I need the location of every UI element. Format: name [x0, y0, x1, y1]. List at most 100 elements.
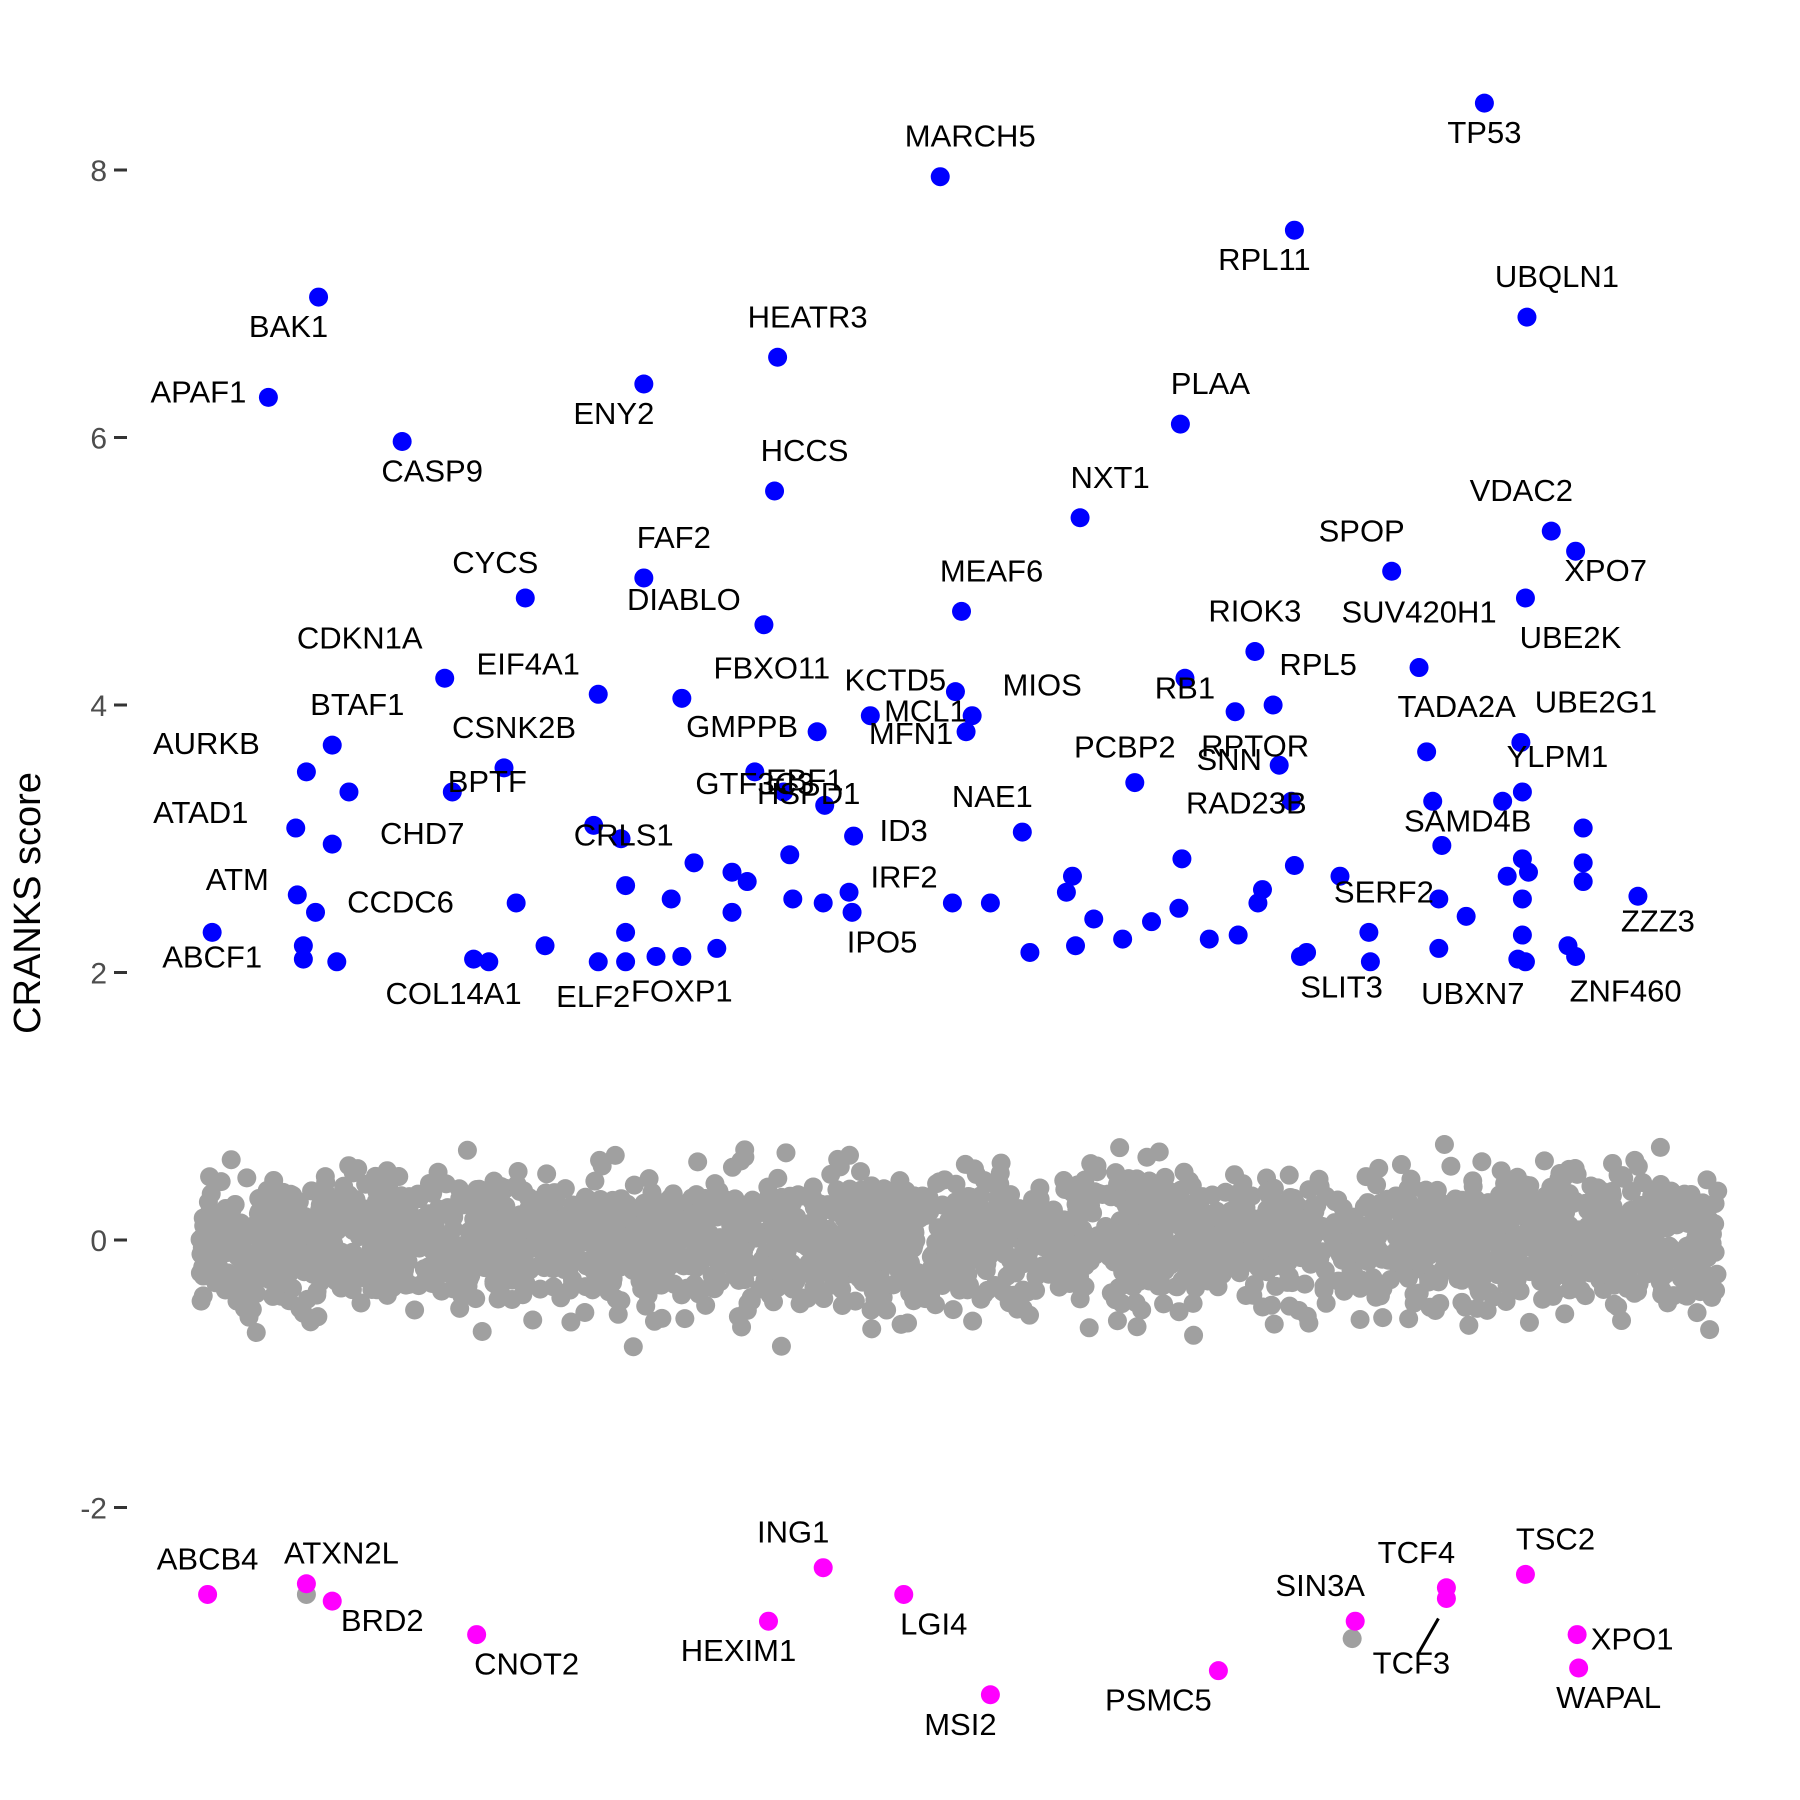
gene-label-hccs: HCCS — [761, 433, 849, 468]
gene-point — [1573, 818, 1593, 838]
gene-point-csnk2b — [494, 758, 514, 778]
background-point — [1087, 1156, 1107, 1176]
gene-point-wapal — [1569, 1658, 1589, 1678]
gene-point-vdac2 — [1541, 521, 1561, 541]
gene-point-psmc5 — [1208, 1661, 1228, 1681]
background-point — [316, 1172, 336, 1192]
background-point — [1349, 1243, 1369, 1263]
background-point — [1452, 1292, 1472, 1312]
gene-point — [1252, 880, 1272, 900]
background-point — [1490, 1242, 1510, 1262]
background-point — [688, 1152, 708, 1172]
background-point — [484, 1171, 504, 1191]
background-point — [1398, 1268, 1418, 1288]
background-point — [862, 1319, 882, 1339]
background-point — [326, 1271, 346, 1291]
background-point — [874, 1204, 894, 1224]
gene-point-ebf1 — [815, 795, 835, 815]
background-point — [234, 1298, 254, 1318]
gene-label-mios: MIOS — [1003, 668, 1082, 703]
gene-label-psmc5: PSMC5 — [1105, 1683, 1212, 1718]
background-point — [1212, 1264, 1232, 1284]
gene-label-lgi4: LGI4 — [900, 1606, 967, 1641]
gene-point-xpo7 — [1566, 541, 1586, 561]
gene-point — [1062, 866, 1082, 886]
background-point — [405, 1300, 425, 1320]
background-point — [449, 1236, 469, 1256]
background-point — [1425, 1300, 1445, 1320]
gene-point-ube2g1 — [1511, 732, 1531, 752]
background-point — [361, 1243, 381, 1263]
gene-label-kctd5: KCTD5 — [844, 663, 946, 698]
gene-point-ube2k — [1515, 588, 1535, 608]
background-point — [237, 1168, 257, 1188]
background-point — [1624, 1283, 1644, 1303]
background-point — [768, 1168, 788, 1188]
gene-point-lgi4 — [894, 1584, 914, 1604]
gene-point — [813, 893, 833, 913]
gene-point-id3 — [844, 826, 864, 846]
background-point — [605, 1145, 625, 1165]
gene-point — [293, 949, 313, 969]
background-point — [1125, 1184, 1145, 1204]
background-point — [1516, 1175, 1536, 1195]
gene-point-snn — [1269, 755, 1289, 775]
background-point — [1683, 1233, 1703, 1253]
label-leader-line — [1417, 1617, 1440, 1655]
gene-point — [737, 872, 757, 892]
background-point — [1567, 1256, 1587, 1276]
background-point — [428, 1162, 448, 1182]
background-point — [1133, 1223, 1153, 1243]
background-point — [1216, 1182, 1236, 1202]
background-point — [1358, 1193, 1378, 1213]
gene-point — [1169, 898, 1189, 918]
gene-point — [661, 889, 681, 909]
background-point — [722, 1192, 742, 1212]
background-point — [946, 1174, 966, 1194]
gene-label-faf2: FAF2 — [637, 520, 711, 555]
gene-label-atxn2l: ATXN2L — [284, 1536, 399, 1571]
gene-point-abcf1 — [202, 922, 222, 942]
gene-label-cnot2: CNOT2 — [474, 1647, 579, 1682]
gene-point — [327, 952, 347, 972]
gene-point-nxt1 — [1070, 508, 1090, 528]
background-point — [1022, 1235, 1042, 1255]
background-point — [532, 1235, 552, 1255]
gene-point — [1113, 929, 1133, 949]
gene-point-hexim1 — [758, 1611, 778, 1631]
background-point — [786, 1271, 806, 1291]
background-point — [458, 1276, 478, 1296]
background-point — [1584, 1244, 1604, 1264]
gene-point-tsc2 — [1515, 1564, 1535, 1584]
gene-label-slit3: SLIT3 — [1300, 969, 1383, 1004]
background-point — [1661, 1238, 1681, 1258]
background-point — [917, 1281, 937, 1301]
background-point — [753, 1254, 773, 1274]
background-point — [1328, 1226, 1348, 1246]
gene-point — [616, 952, 636, 972]
background-point — [994, 1209, 1014, 1229]
gene-label-vdac2: VDAC2 — [1470, 473, 1573, 508]
background-point — [1675, 1184, 1695, 1204]
gene-label-fbxo11: FBXO11 — [714, 650, 831, 685]
background-point — [1181, 1194, 1201, 1214]
background-point — [1236, 1191, 1256, 1211]
background-point — [1429, 1270, 1449, 1290]
background-point — [1588, 1178, 1608, 1198]
gene-label-tada2a: TADA2A — [1397, 689, 1516, 724]
gene-label-col14a1: COL14A1 — [386, 976, 522, 1011]
background-point — [776, 1143, 796, 1163]
background-point — [1257, 1262, 1277, 1282]
background-point — [1504, 1241, 1524, 1261]
gene-label-casp9: CASP9 — [381, 454, 483, 489]
background-point — [1633, 1173, 1653, 1193]
gene-label-cycs: CYCS — [452, 545, 538, 580]
gene-point-aurkb — [296, 762, 316, 782]
gene-label-atm: ATM — [206, 862, 269, 897]
gene-point-rptor — [1225, 702, 1245, 722]
gene-labels: TP53 MARCH5 RPL11 BAK1 UBQLN1 HEATR3 ENY2 APAF1… — [150, 115, 1695, 1742]
background-point — [280, 1261, 300, 1281]
gene-label-elf2: ELF2 — [556, 979, 630, 1014]
gene-point-diablo — [754, 615, 774, 635]
gene-point — [1066, 936, 1086, 956]
